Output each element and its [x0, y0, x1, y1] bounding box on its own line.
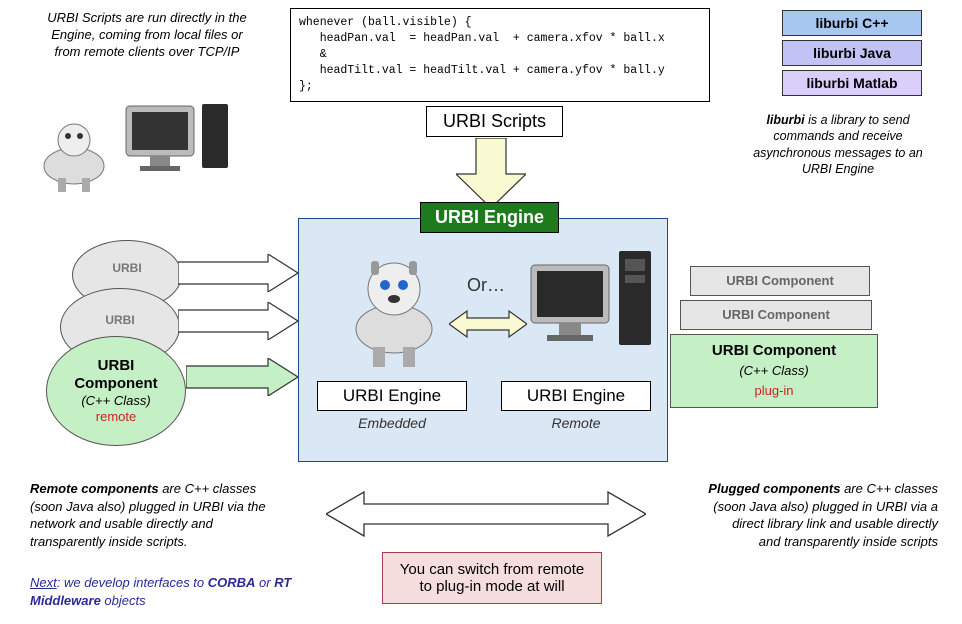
- next-corba: CORBA: [208, 575, 256, 590]
- engine-embedded-mode: Embedded: [317, 415, 467, 431]
- next-suffix: objects: [101, 593, 146, 608]
- liburbi-strong: liburbi: [766, 113, 804, 127]
- next-line: Next: we develop interfaces to CORBA or …: [30, 574, 300, 609]
- liburbi-desc: liburbi is a library to send commands an…: [738, 112, 938, 177]
- desktop-icon: [521, 241, 661, 371]
- remote-desc-strong: Remote components: [30, 481, 159, 496]
- engine-badge: URBI Engine: [420, 202, 559, 233]
- remote-desc: Remote components are C++ classes (soon …: [30, 480, 280, 550]
- next-rest: : we develop interfaces to: [57, 575, 208, 590]
- right-comp-bg-1: URBI Component: [690, 266, 870, 296]
- comp-title: URBI Component: [722, 307, 830, 322]
- engine-embedded-box: URBI Engine: [317, 381, 467, 411]
- engine-remote-box: URBI Engine: [501, 381, 651, 411]
- next-mid: or: [255, 575, 274, 590]
- plugged-desc-strong: Plugged components: [708, 481, 840, 496]
- comp-label: URBI: [73, 261, 181, 275]
- plugged-desc: Plugged components are C++ classes (soon…: [708, 480, 938, 550]
- engine-remote-mode: Remote: [501, 415, 651, 431]
- comp-mode: remote: [47, 409, 185, 425]
- left-comp-front: URBI Component (C++ Class) remote: [46, 336, 186, 446]
- arrow-switch-mode: [326, 490, 646, 538]
- arrow-embedded-remote: [449, 309, 527, 339]
- right-comp-bg-2: URBI Component: [680, 300, 872, 330]
- lib-java: liburbi Java: [782, 40, 922, 66]
- comp-mode: plug-in: [754, 383, 793, 398]
- scripts-label: URBI Scripts: [426, 106, 563, 137]
- engine-container: Or… URBI Engine Embedded URBI Engine Rem…: [298, 218, 668, 462]
- scripts-origin-note: URBI Scripts are run directly in the Eng…: [42, 10, 252, 61]
- arrow-left-3: [186, 358, 298, 396]
- lib-matlab: liburbi Matlab: [782, 70, 922, 96]
- library-list: liburbi C++ liburbi Java liburbi Matlab: [782, 10, 922, 96]
- comp-class: (C++ Class): [47, 393, 185, 409]
- lib-cpp: liburbi C++: [782, 10, 922, 36]
- or-label: Or…: [467, 275, 505, 296]
- comp-title: Component: [47, 375, 185, 393]
- comp-label: URBI: [61, 313, 179, 327]
- arrow-left-1: [178, 254, 298, 292]
- right-comp-front: URBI Component (C++ Class) plug-in: [670, 334, 878, 408]
- comp-title: URBI: [47, 357, 185, 375]
- code-sample: whenever (ball.visible) { headPan.val = …: [290, 8, 710, 102]
- arrow-scripts-to-engine: [456, 138, 526, 210]
- arrow-left-2: [178, 302, 298, 340]
- switch-note: You can switch from remote to plug-in mo…: [382, 552, 602, 604]
- comp-title: URBI Component: [712, 342, 836, 359]
- comp-class: (C++ Class): [739, 363, 808, 378]
- robot-desktop-illustration: [28, 88, 248, 198]
- robot-icon: [329, 241, 459, 371]
- comp-title: URBI Component: [726, 273, 834, 288]
- next-prefix: Next: [30, 575, 57, 590]
